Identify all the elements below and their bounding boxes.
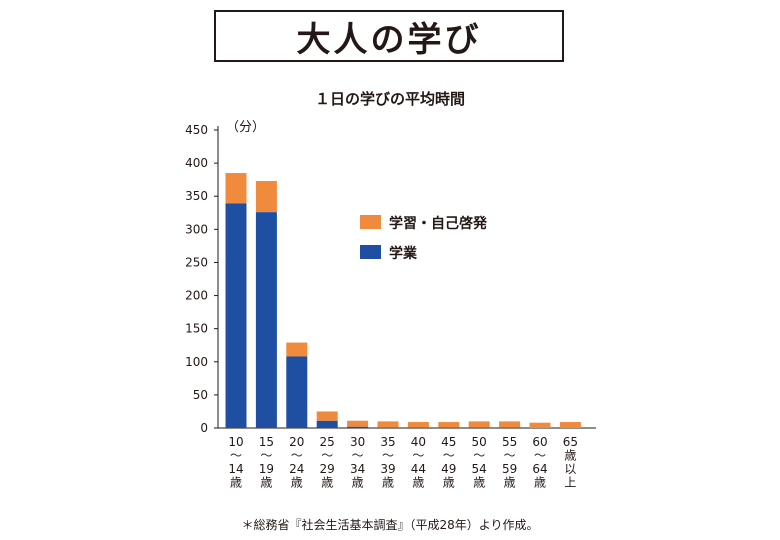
- x-tick-label: 49: [441, 462, 456, 476]
- x-tick-label: 19: [259, 462, 274, 476]
- x-tick-label: ～: [352, 449, 364, 463]
- x-tick-label: 50: [472, 435, 487, 449]
- x-tick-label: 歳: [534, 476, 546, 490]
- x-tick-label: ～: [504, 449, 516, 463]
- x-tick-label: ～: [473, 449, 485, 463]
- x-tick-label: 55: [502, 435, 517, 449]
- x-tick-label: 45: [441, 435, 456, 449]
- legend-label: 学習・自己啓発: [389, 215, 488, 232]
- x-tick-label: 29: [320, 462, 335, 476]
- x-tick-label: 歳: [291, 476, 303, 490]
- bar-segment-self-development: [438, 422, 460, 428]
- bar-segment-self-development: [559, 422, 581, 428]
- x-tick-label: 15: [259, 435, 274, 449]
- legend-label: 学業: [389, 245, 418, 262]
- x-tick-label: 65: [563, 435, 578, 449]
- x-tick-label: 歳: [443, 476, 455, 490]
- bar-segment-self-development: [499, 421, 521, 428]
- y-tick-label: 300: [185, 222, 208, 236]
- y-tick-label: 450: [185, 123, 208, 137]
- y-axis-label: （分）: [226, 120, 265, 135]
- x-tick-label: ～: [321, 449, 333, 463]
- bar-segment-self-development: [407, 422, 429, 428]
- bar-segment-self-development: [286, 342, 308, 357]
- bar-segment-self-development: [225, 173, 247, 204]
- x-tick-label: 39: [380, 462, 395, 476]
- x-tick-label: 35: [380, 435, 395, 449]
- bar-segment-study: [286, 356, 308, 428]
- y-tick-label: 400: [185, 156, 208, 170]
- y-tick-label: 0: [200, 421, 208, 435]
- x-tick-label: 20: [289, 435, 304, 449]
- x-tick-label: 歳: [412, 476, 424, 490]
- x-tick-label: 54: [472, 462, 487, 476]
- y-tick-label: 100: [185, 355, 208, 369]
- y-tick-label: 50: [193, 388, 208, 402]
- chart-subtitle: １日の学びの平均時間: [314, 90, 465, 108]
- bar-segment-self-development: [255, 180, 277, 213]
- x-tick-label: 歳: [473, 476, 485, 490]
- x-tick-label: ～: [291, 449, 303, 463]
- bar-segment-study: [438, 427, 460, 428]
- y-tick-label: 200: [185, 289, 208, 303]
- x-tick-label: 60: [532, 435, 547, 449]
- page-title: 大人の学び: [214, 10, 564, 62]
- x-tick-label: ～: [260, 449, 272, 463]
- x-tick-label: 64: [532, 462, 547, 476]
- bar-segment-study: [377, 427, 399, 428]
- x-tick-label: 59: [502, 462, 517, 476]
- x-tick-label: 歳: [230, 476, 242, 490]
- x-tick-label: 25: [320, 435, 335, 449]
- x-tick-label: 歳: [382, 476, 394, 490]
- x-tick-label: 10: [228, 435, 243, 449]
- x-tick-label: 44: [411, 462, 426, 476]
- y-tick-label: 250: [185, 255, 208, 269]
- x-tick-label: ～: [534, 449, 546, 463]
- y-tick-label: 350: [185, 189, 208, 203]
- bar-segment-study: [499, 427, 521, 428]
- x-tick-label: ～: [230, 449, 242, 463]
- x-tick-label: 以: [564, 462, 576, 476]
- source-footnote: ＊総務省『社会生活基本調査』（平成28年）より作成。: [241, 518, 539, 532]
- bar-segment-study: [316, 420, 338, 428]
- bar-segment-study: [468, 427, 490, 428]
- x-tick-label: 歳: [504, 476, 516, 490]
- x-tick-label: 30: [350, 435, 365, 449]
- bar-segment-self-development: [316, 411, 338, 421]
- bar-segment-self-development: [468, 421, 490, 428]
- bar-segment-self-development: [529, 422, 551, 428]
- x-tick-label: ～: [382, 449, 394, 463]
- x-tick-label: 14: [228, 462, 243, 476]
- bar-segment-study: [347, 426, 369, 428]
- x-tick-label: 24: [289, 462, 304, 476]
- bar-segment-study: [255, 212, 277, 428]
- y-tick-label: 150: [185, 322, 208, 336]
- bar-segment-self-development: [347, 420, 369, 427]
- x-tick-label: ～: [412, 449, 424, 463]
- x-tick-label: 34: [350, 462, 365, 476]
- x-tick-label: 歳: [260, 476, 272, 490]
- x-tick-label: 歳: [321, 476, 333, 490]
- legend-swatch: [360, 215, 381, 229]
- x-tick-label: 歳: [352, 476, 364, 490]
- x-tick-label: 歳: [564, 449, 576, 463]
- x-tick-label: 上: [564, 476, 576, 490]
- bar-segment-study: [225, 203, 247, 428]
- bar-segment-self-development: [377, 421, 399, 428]
- bar-segment-study: [407, 427, 429, 428]
- x-tick-label: ～: [443, 449, 455, 463]
- legend-swatch: [360, 245, 381, 259]
- x-tick-label: 40: [411, 435, 426, 449]
